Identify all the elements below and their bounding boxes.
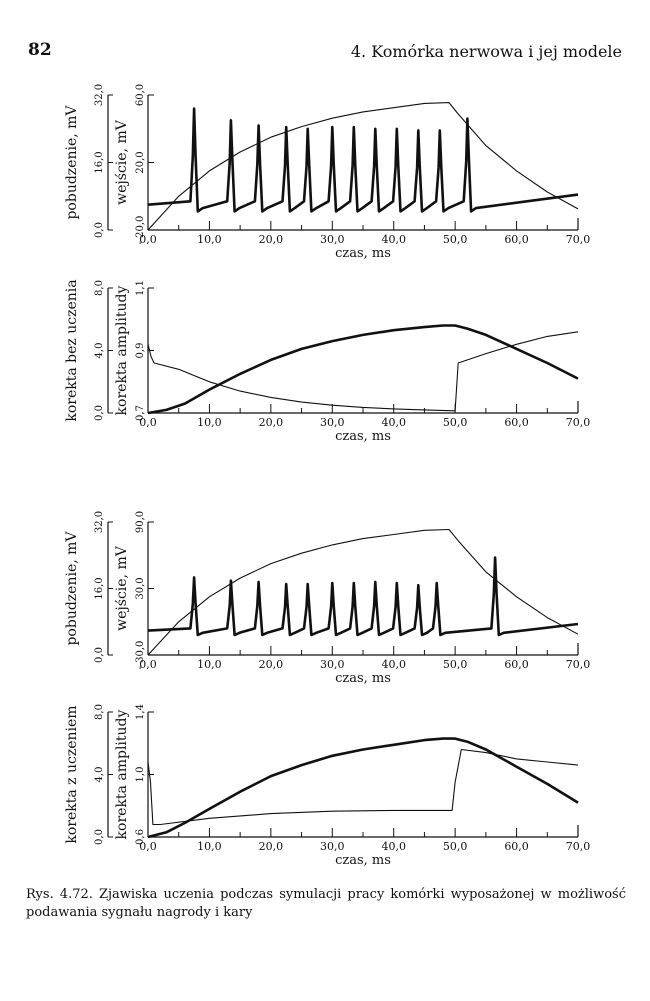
y-right-tick-label-2-1: 30,0 — [135, 577, 146, 599]
x-tick-label-0-5: 50,0 — [443, 233, 468, 246]
x-tick-label-2-3: 30,0 — [320, 658, 345, 671]
y-right-tick-label-0-0: - 20,0 — [135, 216, 146, 245]
x-tick-label-2-4: 40,0 — [381, 658, 406, 671]
page-number: 82 — [28, 40, 52, 60]
x-tick-label-2-6: 60,0 — [504, 658, 529, 671]
figure-caption: Rys. 4.72. Zjawiska uczenia podczas symu… — [26, 887, 626, 920]
y-left-axis-label-1: korekta bez uczenia — [64, 279, 80, 421]
figure-panels: 0,0 10,0 20,0 30,0 40,0 50,0 60,0 70,0 czas, ms -… — [64, 84, 591, 868]
series-line-0-1 — [147, 107, 579, 213]
y-right-tick-label-2-2: 90,0 — [135, 511, 146, 533]
y-right-tick-label-3-0: 0,6 — [135, 829, 146, 845]
x-axis-label-0: czas, ms — [335, 246, 391, 261]
y-left-axis-label-0: pobudzenie, mV — [64, 105, 80, 220]
x-tick-label-1-6: 60,0 — [504, 416, 529, 429]
y-left-tick-label-1-1: 4,0 — [94, 343, 105, 359]
x-tick-label-2-5: 50,0 — [443, 658, 468, 671]
x-tick-label-1-7: 70,0 — [566, 416, 591, 429]
y-right-tick-label-0-2: 60,0 — [135, 84, 146, 106]
y-left-tick-label-3-0: 0,0 — [94, 829, 105, 845]
y-right-tick-label-2-0: - 30,0 — [135, 641, 146, 670]
series-line-2-0 — [147, 528, 579, 656]
series-line-3-1 — [147, 748, 579, 826]
x-tick-label-1-3: 30,0 — [320, 416, 345, 429]
series-line-2-1 — [147, 556, 579, 637]
y-right-axis-label-0: wejście, mV — [114, 119, 130, 205]
y-right-axis-label-2: wejście, mV — [114, 545, 130, 631]
x-axis-label-1: czas, ms — [335, 429, 391, 444]
x-tick-label-1-2: 20,0 — [259, 416, 284, 429]
x-tick-label-3-3: 30,0 — [320, 840, 345, 853]
x-tick-label-2-1: 10,0 — [197, 658, 222, 671]
y-left-tick-label-2-1: 16,0 — [94, 577, 105, 599]
x-axis-label-2: czas, ms — [335, 671, 391, 686]
series-line-3-0 — [147, 737, 579, 839]
x-tick-label-3-1: 10,0 — [197, 840, 222, 853]
x-axis-label-3: czas, ms — [335, 853, 391, 868]
x-tick-label-0-1: 10,0 — [197, 233, 222, 246]
x-tick-label-0-6: 60,0 — [504, 233, 529, 246]
x-tick-label-1-1: 10,0 — [197, 416, 222, 429]
x-tick-label-0-2: 20,0 — [259, 233, 284, 246]
x-tick-label-0-4: 40,0 — [381, 233, 406, 246]
y-right-tick-label-1-0: 0,7 — [135, 405, 146, 421]
x-tick-label-0-0: 0,0 — [139, 233, 157, 246]
x-tick-label-3-4: 40,0 — [381, 840, 406, 853]
y-right-tick-label-0-1: 20,0 — [135, 151, 146, 173]
x-tick-label-1-5: 50,0 — [443, 416, 468, 429]
y-left-tick-label-0-2: 32,0 — [94, 84, 105, 106]
x-tick-label-3-5: 50,0 — [443, 840, 468, 853]
x-tick-label-3-0: 0,0 — [139, 840, 157, 853]
x-tick-label-2-2: 20,0 — [259, 658, 284, 671]
y-right-tick-label-3-1: 1,0 — [135, 767, 146, 783]
x-tick-label-3-6: 60,0 — [504, 840, 529, 853]
x-tick-label-3-7: 70,0 — [566, 840, 591, 853]
y-right-axis-label-3: korekta amplitudy — [114, 709, 130, 839]
y-left-tick-label-3-2: 8,0 — [94, 704, 105, 720]
x-tick-label-2-0: 0,0 — [139, 658, 157, 671]
y-right-axis-label-1: korekta amplitudy — [114, 285, 130, 415]
y-left-tick-label-2-2: 32,0 — [94, 511, 105, 533]
x-tick-label-0-7: 70,0 — [566, 233, 591, 246]
y-left-tick-label-2-0: 0,0 — [94, 647, 105, 663]
y-left-tick-label-3-1: 4,0 — [94, 767, 105, 783]
y-right-tick-label-3-2: 1,4 — [135, 704, 146, 720]
running-head: 4. Komórka nerwowa i jej modele — [350, 42, 622, 61]
y-left-axis-label-2: pobudzenie, mV — [64, 531, 80, 646]
y-right-tick-label-1-1: 0,9 — [135, 343, 146, 359]
y-left-tick-label-1-2: 8,0 — [94, 280, 105, 296]
series-line-1-0 — [147, 324, 579, 415]
y-left-tick-label-0-0: 0,0 — [94, 222, 105, 238]
series-line-0-0 — [147, 102, 579, 231]
x-tick-label-1-0: 0,0 — [139, 416, 157, 429]
x-tick-label-1-4: 40,0 — [381, 416, 406, 429]
y-left-tick-label-1-0: 0,0 — [94, 405, 105, 421]
x-tick-label-0-3: 30,0 — [320, 233, 345, 246]
y-right-tick-label-1-2: 1,1 — [135, 280, 146, 296]
y-left-axis-label-3: korekta z uczeniem — [64, 705, 80, 843]
x-tick-label-3-2: 20,0 — [259, 840, 284, 853]
series-line-1-1 — [147, 331, 579, 412]
y-left-tick-label-0-1: 16,0 — [94, 151, 105, 173]
x-tick-label-2-7: 70,0 — [566, 658, 591, 671]
